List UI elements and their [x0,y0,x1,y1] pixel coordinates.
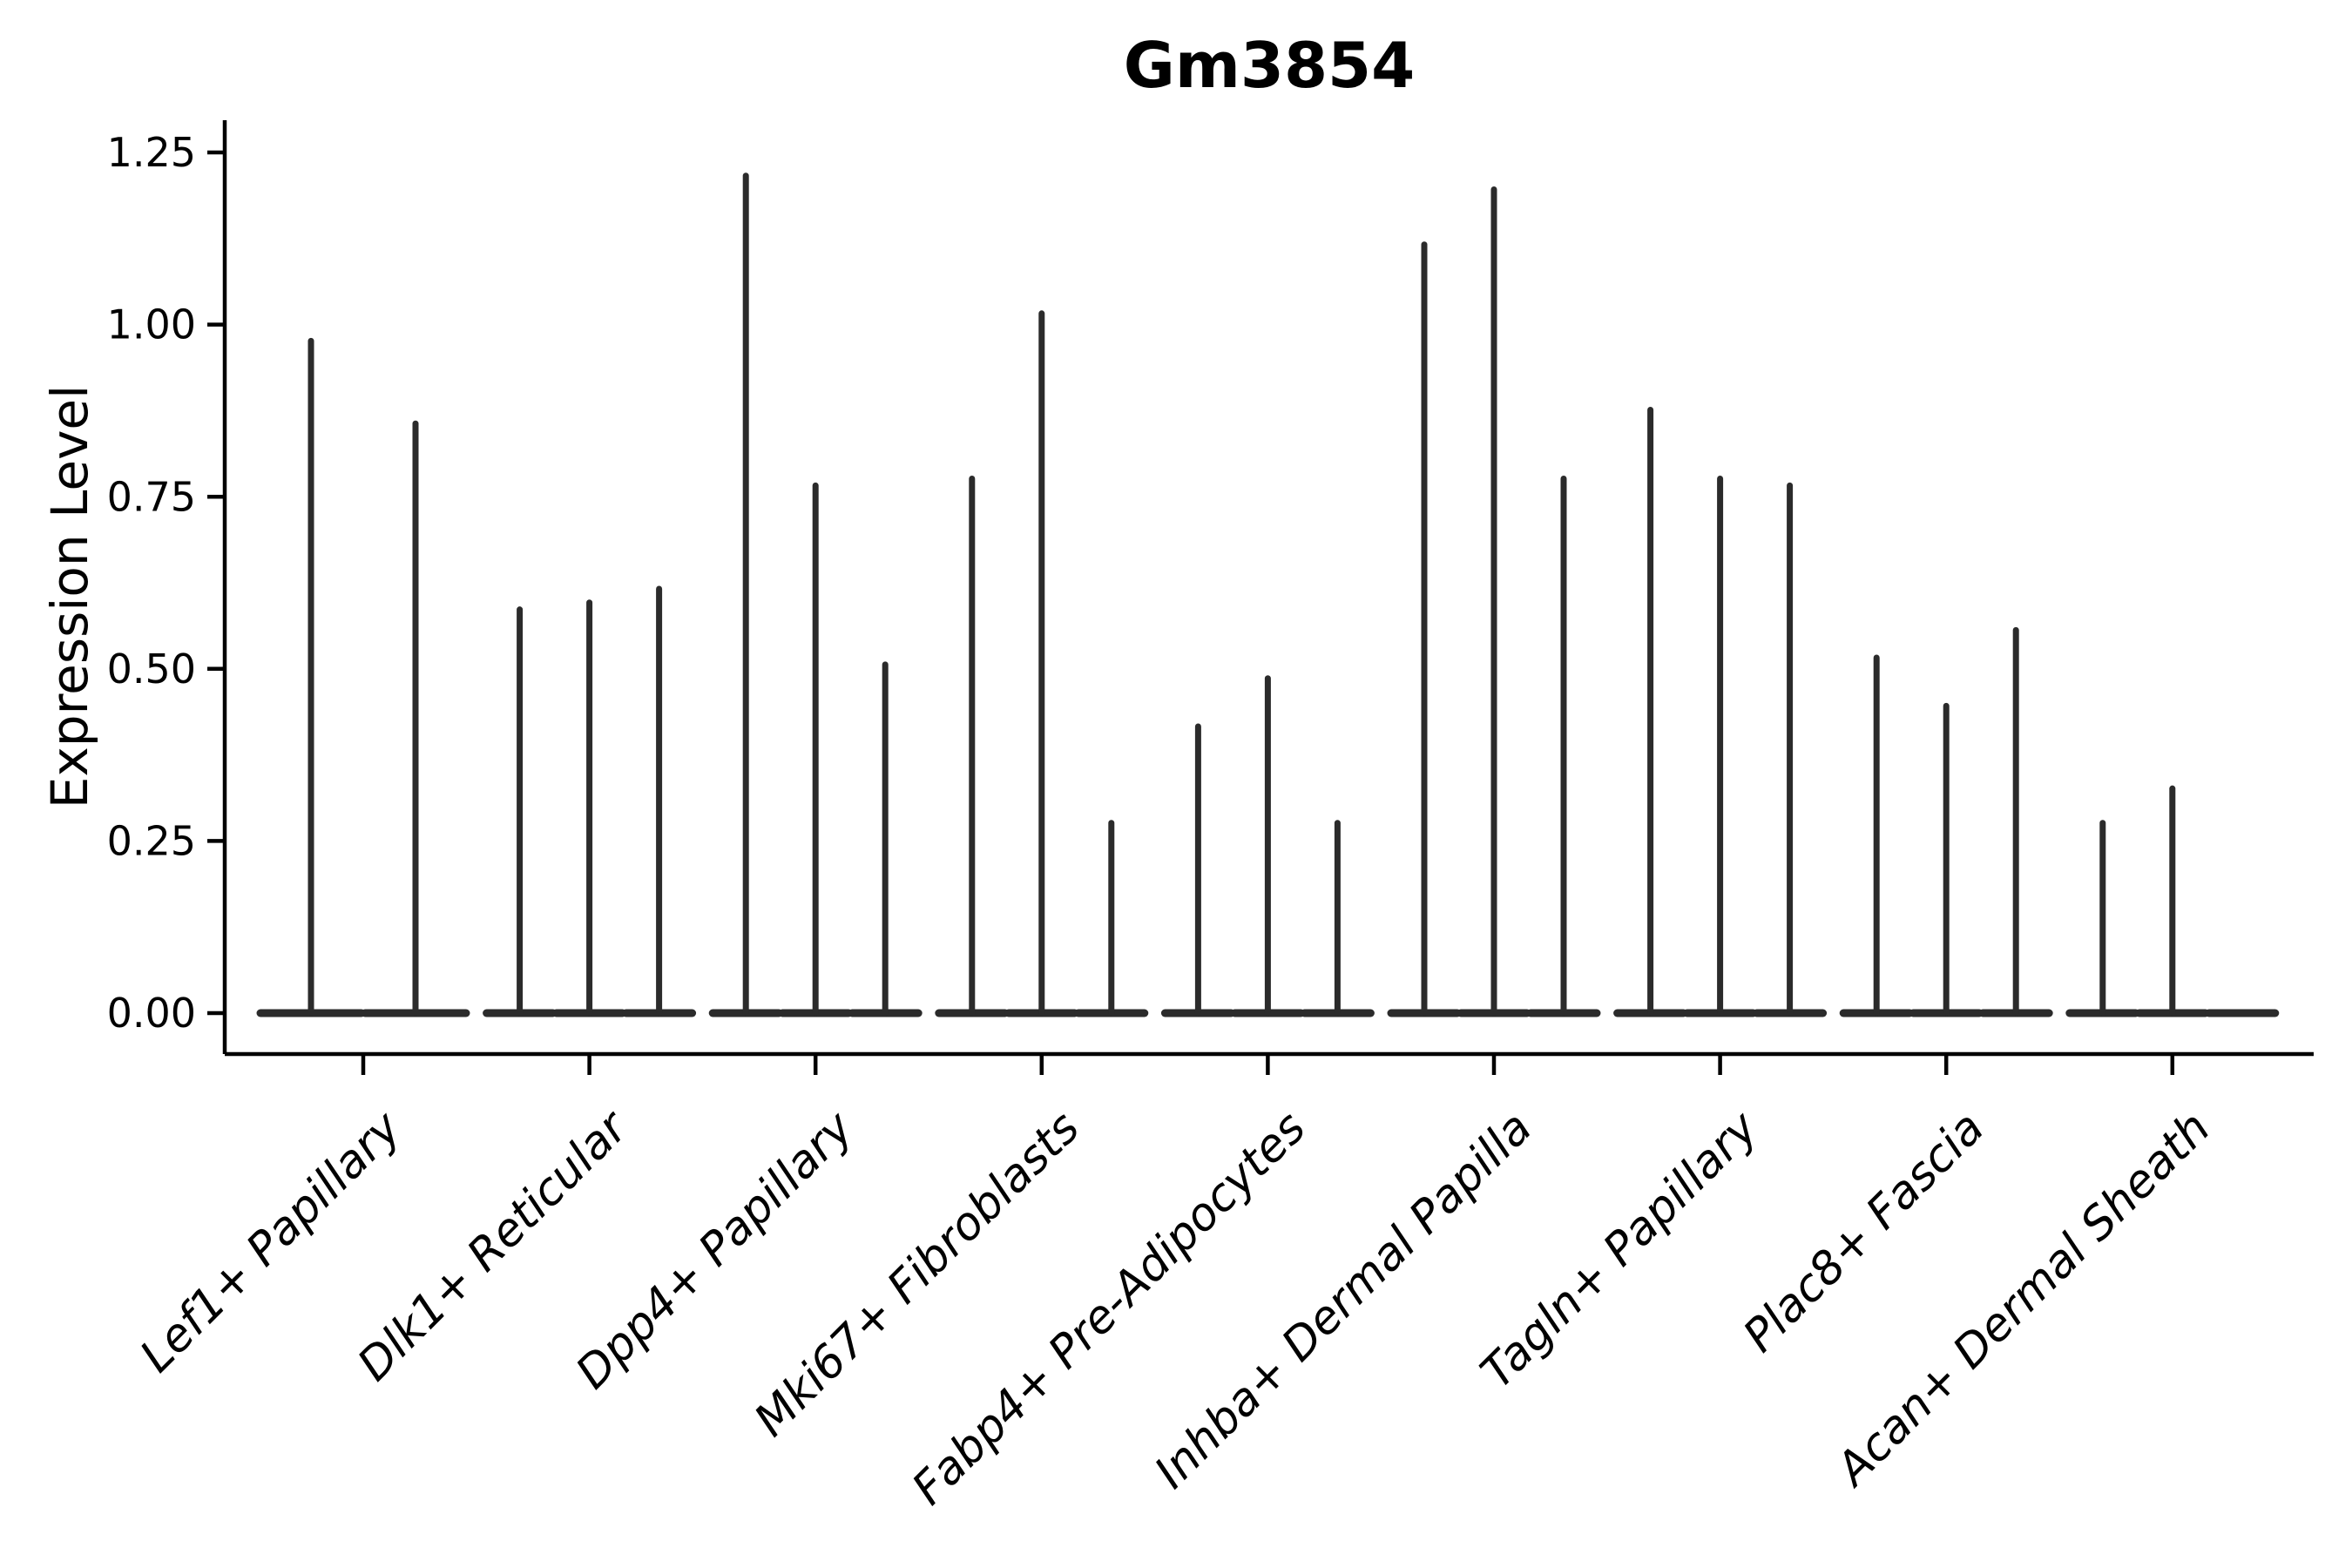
violin [848,661,923,1017]
violin-group [256,337,470,1017]
y-tick-label: 0.50 [107,645,196,693]
violin [361,420,470,1017]
y-tick-label: 0.25 [107,818,196,865]
violin [1004,310,1079,1017]
violin [1683,475,1758,1017]
violin [1074,820,1149,1017]
violin-group [1160,675,1375,1017]
violin [1387,241,1462,1017]
violin-group [1839,626,2053,1017]
violin [483,606,558,1017]
y-axis-label: Expression Level [40,385,99,808]
violin [778,482,853,1017]
violin [1978,626,2053,1017]
violin [1160,723,1235,1017]
x-tick-label: Inhba+ Dermal Papilla [1145,1102,1542,1499]
x-tick-label: Fabp4+ Pre-Adipocytes [902,1102,1316,1516]
chart-title: Gm3854 [1124,29,1416,102]
violin-group [1387,186,1601,1017]
y-tick-label: 1.00 [107,301,196,348]
violin [2135,785,2210,1017]
violin [256,337,366,1017]
violin-group [935,310,1149,1017]
violin [552,599,627,1017]
violin [1613,406,1688,1017]
violin-group [483,585,697,1017]
violin [1526,475,1601,1017]
y-tick-label: 0.75 [107,473,196,520]
violin-group [1613,406,1828,1017]
violin [1753,482,1828,1017]
violin [2065,820,2140,1017]
violin [1839,654,1914,1017]
x-tick-label: Acan+ Dermal Sheath [1825,1102,2220,1497]
violin [1456,186,1531,1017]
violin-group [2065,785,2280,1017]
violin [708,172,783,1017]
y-tick-label: 1.25 [107,129,196,176]
violin [1230,675,1305,1017]
violin [1300,820,1375,1017]
x-tick-label: Plac8+ Fascia [1734,1102,1994,1362]
violin [1909,702,1984,1017]
violin [622,585,697,1017]
violin-group [708,172,923,1017]
y-tick-label: 0.00 [107,990,196,1037]
violin [935,475,1010,1017]
